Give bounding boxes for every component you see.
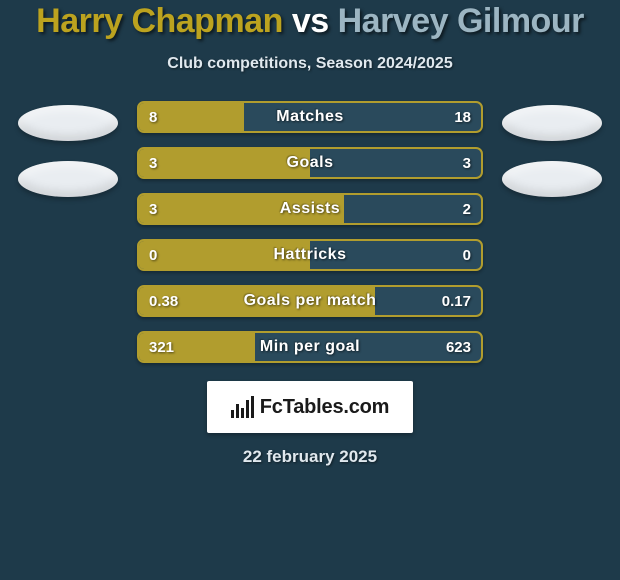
stat-label: Assists	[139, 195, 481, 223]
vs-word: vs	[292, 2, 329, 40]
stat-bar: 0.380.17Goals per match	[137, 285, 483, 317]
page-title: Harry Chapman vs Harvey Gilmour	[0, 2, 620, 41]
avatar-placeholder	[502, 161, 602, 197]
right-avatars-column	[497, 105, 607, 197]
date-line: 22 february 2025	[0, 447, 620, 467]
stats-column: 818Matches 33Goals 32Assists 00Hattricks 0.3…	[137, 101, 483, 363]
stat-bar: 321623Min per goal	[137, 331, 483, 363]
stat-label: Min per goal	[139, 333, 481, 361]
logo-text: FcTables.com	[260, 396, 390, 419]
left-avatars-column	[13, 105, 123, 197]
stat-label: Hattricks	[139, 241, 481, 269]
avatar-placeholder	[18, 161, 118, 197]
stats-body: 818Matches 33Goals 32Assists 00Hattricks 0.3…	[0, 101, 620, 363]
stat-label: Goals	[139, 149, 481, 177]
stat-label: Matches	[139, 103, 481, 131]
player2-name: Harvey Gilmour	[338, 2, 584, 40]
stat-label: Goals per match	[139, 287, 481, 315]
stat-bar: 32Assists	[137, 193, 483, 225]
stat-bar: 00Hattricks	[137, 239, 483, 271]
avatar-placeholder	[502, 105, 602, 141]
comparison-infographic: Harry Chapman vs Harvey Gilmour Club com…	[0, 0, 620, 580]
source-logo: FcTables.com	[207, 381, 413, 433]
avatar-placeholder	[18, 105, 118, 141]
stat-bar: 33Goals	[137, 147, 483, 179]
player1-name: Harry Chapman	[36, 2, 283, 40]
stat-bar: 818Matches	[137, 101, 483, 133]
bars-icon	[231, 396, 254, 418]
subtitle: Club competitions, Season 2024/2025	[0, 55, 620, 73]
